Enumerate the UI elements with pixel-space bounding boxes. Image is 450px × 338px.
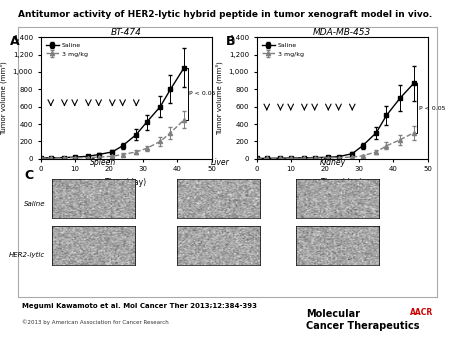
Text: Kidney: Kidney xyxy=(320,158,346,167)
Legend: Saline, 3 mg/kg: Saline, 3 mg/kg xyxy=(44,40,90,59)
Legend: Saline, 3 mg/kg: Saline, 3 mg/kg xyxy=(260,40,306,59)
Text: A: A xyxy=(10,35,19,48)
X-axis label: Time (day): Time (day) xyxy=(321,178,363,187)
Text: AACR: AACR xyxy=(410,308,433,317)
Y-axis label: Tumor volume (mm³): Tumor volume (mm³) xyxy=(0,61,7,135)
Text: Molecular
Cancer Therapeutics: Molecular Cancer Therapeutics xyxy=(306,309,419,331)
Y-axis label: Tumor volume (mm³): Tumor volume (mm³) xyxy=(216,61,223,135)
Text: P < 0.05: P < 0.05 xyxy=(419,105,446,111)
Title: BT-474: BT-474 xyxy=(111,28,141,37)
Text: C: C xyxy=(25,169,34,182)
Text: Megumi Kawamoto et al. Mol Cancer Ther 2013;12:384-393: Megumi Kawamoto et al. Mol Cancer Ther 2… xyxy=(22,303,257,309)
Text: B: B xyxy=(226,35,235,48)
Text: HER2-lytic: HER2-lytic xyxy=(9,252,45,258)
Text: P < 0.05: P < 0.05 xyxy=(189,91,216,96)
Title: MDA-MB-453: MDA-MB-453 xyxy=(313,28,371,37)
Text: ©2013 by American Association for Cancer Research: ©2013 by American Association for Cancer… xyxy=(22,319,169,325)
Text: Spleen: Spleen xyxy=(90,158,117,167)
X-axis label: Time (day): Time (day) xyxy=(105,178,147,187)
Text: Liver: Liver xyxy=(211,158,230,167)
Text: Saline: Saline xyxy=(23,201,45,208)
Text: Antitumor activity of HER2-lytic hybrid peptide in tumor xenograft model in vivo: Antitumor activity of HER2-lytic hybrid … xyxy=(18,10,432,19)
